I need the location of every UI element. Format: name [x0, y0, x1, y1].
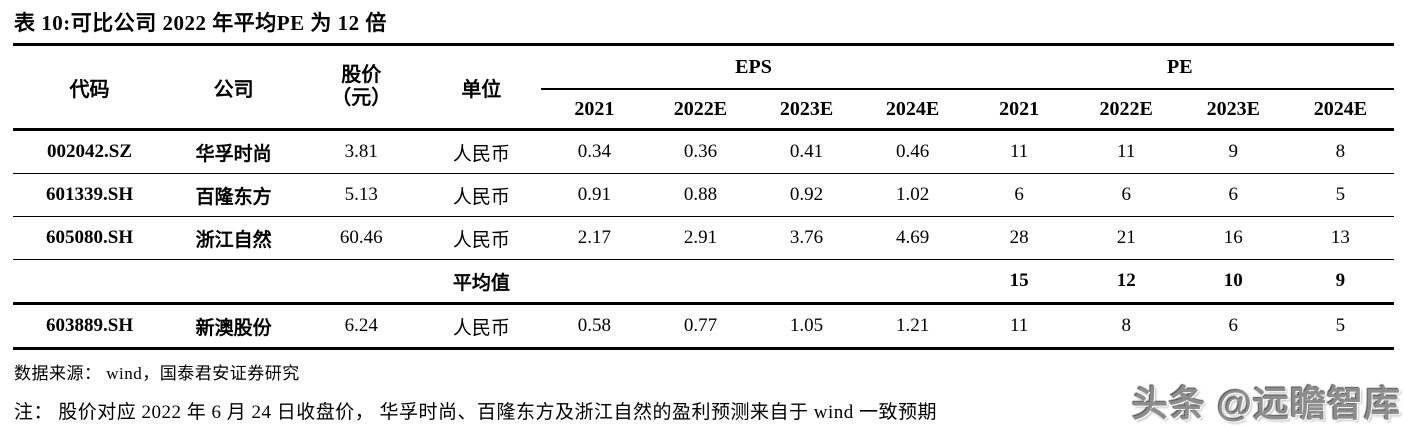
col-header-pe-2023e: 2023E: [1179, 89, 1287, 131]
watermark: 头条 @远瞻智库: [1131, 383, 1401, 424]
empty-cell: [541, 259, 648, 305]
eps-cell: 0.91: [541, 173, 648, 217]
company-cell: 百隆东方: [166, 173, 302, 217]
price-cell: 3.81: [301, 129, 422, 174]
col-header-pe-2022e: 2022E: [1072, 89, 1180, 131]
eps-cell: 0.41: [753, 129, 860, 174]
table-title: 表 10:可比公司 2022 年平均PE 为 12 倍: [13, 0, 1394, 46]
eps-cell: 0.58: [541, 303, 648, 350]
pe-cell: 12: [1072, 259, 1180, 305]
code-cell: 002042.SZ: [13, 129, 167, 174]
pe-cell: 6: [1179, 173, 1287, 217]
subject-company-row: 603889.SH 新澳股份 6.24 人民币 0.58 0.77 1.05 1…: [13, 303, 1394, 350]
col-group-pe: PE: [965, 46, 1394, 90]
empty-cell: [13, 259, 167, 305]
eps-cell: 1.02: [859, 173, 966, 217]
pe-cell: 10: [1179, 259, 1287, 305]
company-cell: 华孚时尚: [166, 129, 302, 174]
pe-cell: 16: [1179, 216, 1287, 260]
company-cell: 新澳股份: [166, 303, 302, 350]
eps-cell: 0.77: [647, 303, 754, 350]
col-header-pe-2021: 2021: [965, 89, 1073, 131]
pe-cell: 8: [1286, 129, 1394, 174]
table-row: 605080.SH 浙江自然 60.46 人民币 2.17 2.91 3.76 …: [13, 216, 1394, 260]
footnote: 注： 股价对应 2022 年 6 月 24 日收盘价， 华孚时尚、百隆东方及浙江…: [14, 402, 938, 423]
col-header-price-line2: （元）: [331, 87, 392, 109]
unit-cell: 人民币: [421, 216, 542, 260]
eps-cell: 1.21: [859, 303, 966, 350]
empty-cell: [859, 259, 966, 305]
header-year-row: 2021 2022E 2023E 2024E 2021 2022E 2023E …: [13, 89, 1394, 131]
pe-cell: 13: [1286, 216, 1394, 260]
pe-cell: 6: [1179, 303, 1287, 350]
eps-cell: 4.69: [859, 216, 966, 260]
code-cell: 603889.SH: [13, 303, 167, 350]
col-header-price-line1: 股价: [341, 64, 382, 86]
unit-cell: 人民币: [421, 303, 542, 350]
col-header-company: 公司: [166, 46, 302, 131]
col-header-eps-2022e: 2022E: [647, 89, 754, 131]
unit-cell: 人民币: [421, 129, 542, 174]
report-sheet: 表 10:可比公司 2022 年平均PE 为 12 倍 代码 公司 股价 （元）…: [13, 0, 1394, 424]
price-cell: 6.24: [301, 303, 422, 350]
company-cell: 浙江自然: [166, 216, 302, 260]
col-header-pe-2024e: 2024E: [1286, 89, 1394, 131]
pe-cell: 28: [965, 216, 1073, 260]
unit-cell: 人民币: [421, 173, 542, 217]
eps-cell: 0.36: [647, 129, 754, 174]
eps-cell: 2.17: [541, 216, 648, 260]
pe-cell: 5: [1286, 303, 1394, 350]
empty-cell: [753, 259, 860, 305]
pe-cell: 9: [1286, 259, 1394, 305]
table-row: 002042.SZ 华孚时尚 3.81 人民币 0.34 0.36 0.41 0…: [13, 129, 1394, 174]
pe-cell: 11: [965, 303, 1073, 350]
data-source-note: 数据来源： wind，国泰君安证券研究: [14, 364, 300, 383]
col-header-unit: 单位: [421, 46, 542, 131]
eps-cell: 0.46: [859, 129, 966, 174]
eps-cell: 0.88: [647, 173, 754, 217]
table-row: 601339.SH 百隆东方 5.13 人民币 0.91 0.88 0.92 1…: [13, 173, 1394, 217]
pe-cell: 5: [1286, 173, 1394, 217]
pe-cell: 11: [965, 129, 1073, 174]
header-group-row: 代码 公司 股价 （元） 单位 EPS PE: [13, 46, 1394, 131]
pe-cell: 9: [1179, 129, 1287, 174]
average-label-cell: 平均值: [421, 259, 542, 305]
empty-cell: [647, 259, 754, 305]
col-header-eps-2021: 2021: [541, 89, 648, 131]
pe-cell: 8: [1072, 303, 1180, 350]
price-cell: 60.46: [301, 216, 422, 260]
eps-cell: 2.91: [647, 216, 754, 260]
pe-cell: 6: [1072, 173, 1180, 217]
col-header-code: 代码: [13, 46, 167, 131]
pe-cell: 15: [965, 259, 1073, 305]
col-header-eps-2023e: 2023E: [753, 89, 860, 131]
eps-cell: 1.05: [753, 303, 860, 350]
col-group-eps: EPS: [541, 46, 966, 90]
pe-cell: 21: [1072, 216, 1180, 260]
comparable-companies-table: 代码 公司 股价 （元） 单位 EPS PE 2021 2022E 2023E …: [13, 46, 1394, 350]
col-header-eps-2024e: 2024E: [859, 89, 966, 131]
col-header-price: 股价 （元）: [301, 46, 422, 131]
empty-cell: [166, 259, 302, 305]
average-row: 平均值 15 12 10 9: [13, 259, 1394, 305]
pe-cell: 11: [1072, 129, 1180, 174]
code-cell: 605080.SH: [13, 216, 167, 260]
eps-cell: 0.34: [541, 129, 648, 174]
price-cell: 5.13: [301, 173, 422, 217]
eps-cell: 0.92: [753, 173, 860, 217]
eps-cell: 3.76: [753, 216, 860, 260]
empty-cell: [301, 259, 422, 305]
code-cell: 601339.SH: [13, 173, 167, 217]
pe-cell: 6: [965, 173, 1073, 217]
